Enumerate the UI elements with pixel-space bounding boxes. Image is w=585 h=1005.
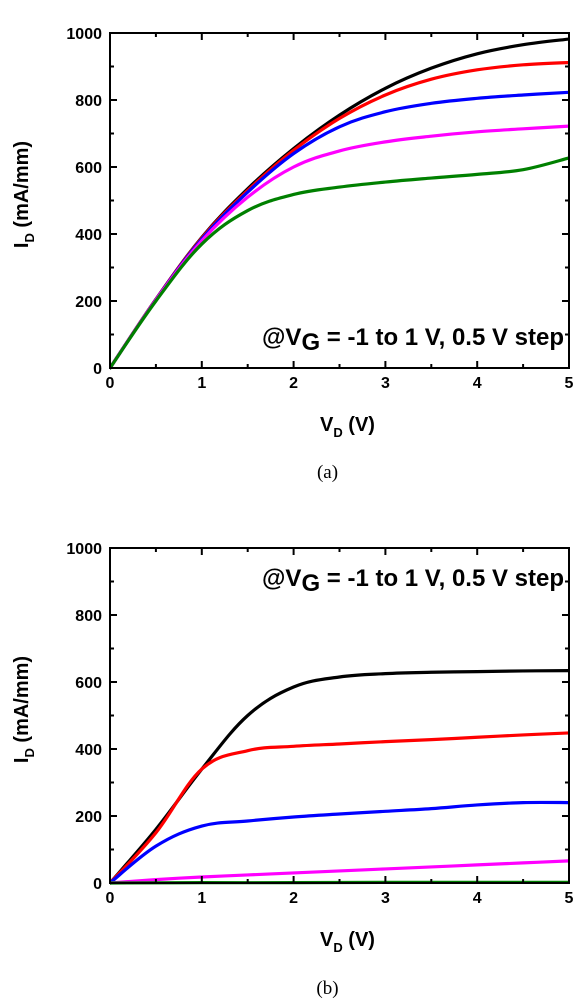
y-axis-label-sub: D xyxy=(22,748,37,757)
y-tick-label: 800 xyxy=(75,93,102,110)
y-axis-label: ID (mA/mm) xyxy=(11,141,37,248)
annotation: @VG = -1 to 1 V, 0.5 V step xyxy=(262,324,564,356)
y-tick-label: 1000 xyxy=(66,26,102,43)
series-line-2 xyxy=(110,731,569,885)
y-tick-label: 0 xyxy=(93,361,102,378)
annotation-prefix: @V xyxy=(262,324,301,351)
series-line-1 xyxy=(110,37,569,370)
y-tick-label: 400 xyxy=(75,742,102,759)
annotation-sub: G xyxy=(301,570,320,597)
annotation: @VG = -1 to 1 V, 0.5 V step xyxy=(262,565,564,597)
x-tick-label: 0 xyxy=(106,375,115,392)
x-tick-label: 4 xyxy=(473,890,482,907)
annotation-text: = -1 to 1 V, 0.5 V step xyxy=(320,324,564,351)
x-axis-label: VD (V) xyxy=(320,929,375,955)
y-axis-label-main: I xyxy=(11,243,33,249)
series-line-4 xyxy=(110,859,569,885)
x-tick-label: 5 xyxy=(565,375,574,392)
annotation-sub: G xyxy=(301,329,320,356)
y-ticks xyxy=(110,32,569,369)
series-group xyxy=(110,669,569,885)
x-tick-label: 3 xyxy=(381,890,390,907)
y-tick-label: 200 xyxy=(75,809,102,826)
x-tick-label: 1 xyxy=(197,890,206,907)
series-group xyxy=(110,37,569,370)
y-axis-label-main: I xyxy=(11,758,33,764)
x-tick-label: 3 xyxy=(381,375,390,392)
x-tick-label: 0 xyxy=(106,890,115,907)
x-axis-label-unit: (V) xyxy=(343,414,375,436)
x-axis-label-unit: (V) xyxy=(343,929,375,951)
y-axis-label-unit: (mA/mm) xyxy=(11,141,33,233)
x-axis-label-sub: D xyxy=(333,940,342,955)
y-axis-label-sub: D xyxy=(22,233,37,242)
y-tick-label: 800 xyxy=(75,608,102,625)
x-ticks xyxy=(109,548,570,883)
y-tick-label: 600 xyxy=(75,160,102,177)
panel-caption: (b) xyxy=(316,978,338,999)
series-line-2 xyxy=(110,60,569,370)
y-tick-label: 400 xyxy=(75,227,102,244)
x-tick-label: 2 xyxy=(289,890,298,907)
y-tick-label: 0 xyxy=(93,876,102,893)
annotation-text: = -1 to 1 V, 0.5 V step xyxy=(320,565,564,592)
panel-caption: (a) xyxy=(317,462,338,483)
x-tick-label: 1 xyxy=(197,375,206,392)
y-tick-label: 200 xyxy=(75,294,102,311)
plot-frame xyxy=(109,32,570,369)
annotation-prefix: @V xyxy=(262,565,301,592)
series-line-5 xyxy=(110,156,569,370)
x-axis-label: VD (V) xyxy=(320,414,375,440)
y-tick-label: 600 xyxy=(75,675,102,692)
series-line-1 xyxy=(110,669,569,885)
y-tick-label: 1000 xyxy=(66,541,102,558)
x-axis-label-main: V xyxy=(320,929,334,951)
y-ticks xyxy=(110,547,569,884)
x-tick-label: 5 xyxy=(565,890,574,907)
y-axis-label-unit: (mA/mm) xyxy=(11,656,33,748)
series-line-3 xyxy=(110,800,569,885)
x-tick-label: 4 xyxy=(473,375,482,392)
x-axis-label-main: V xyxy=(320,414,334,436)
x-tick-label: 2 xyxy=(289,375,298,392)
y-axis-label: ID (mA/mm) xyxy=(11,656,37,763)
x-axis-label-sub: D xyxy=(333,425,342,440)
x-ticks xyxy=(109,33,570,368)
